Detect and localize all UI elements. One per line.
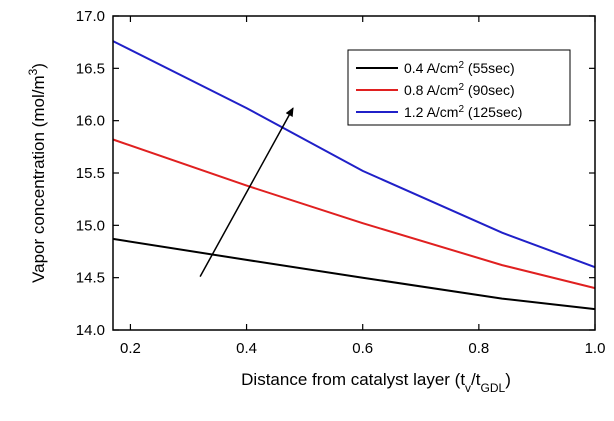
y-tick-label-2: 15.0 [76, 217, 105, 234]
y-tick-label-6: 17.0 [76, 8, 105, 25]
x-axis-ticks: 0.2 0.4 0.6 0.8 1.0 [120, 16, 605, 357]
y-tick-label-1: 14.5 [76, 270, 105, 287]
x-tick-label-3: 0.8 [468, 340, 489, 357]
y-tick-label-4: 16.0 [76, 113, 105, 130]
y-tick-label-3: 15.5 [76, 165, 105, 182]
trend-arrow [199, 107, 294, 277]
x-tick-label-1: 0.4 [236, 340, 257, 357]
x-tick-label-0: 0.2 [120, 340, 141, 357]
legend-label-2: 1.2 A/cm2 (125sec) [404, 104, 522, 121]
y-tick-label-0: 14.0 [76, 322, 105, 339]
series-line-0 [112, 237, 596, 311]
legend: 0.4 A/cm2 (55sec) 0.8 A/cm2 (90sec) 1.2 … [347, 49, 571, 126]
series-line-2 [112, 40, 596, 269]
x-tick-label-2: 0.6 [352, 340, 373, 357]
annotation-layer [199, 107, 294, 277]
y-axis-ticks: 14.0 14.5 15.0 15.5 16.0 16.5 17.0 [76, 8, 595, 339]
series-layer [112, 40, 596, 311]
y-axis-title: Vapor concentration (mol/m3) [26, 63, 48, 283]
series-line-1 [112, 138, 596, 290]
legend-label-1: 0.8 A/cm2 (90sec) [404, 82, 515, 99]
x-tick-label-4: 1.0 [585, 340, 606, 357]
legend-label-0: 0.4 A/cm2 (55sec) [404, 60, 515, 77]
y-tick-label-5: 16.5 [76, 60, 105, 77]
x-axis-title: Distance from catalyst layer (tv/tGDL) [241, 370, 511, 395]
